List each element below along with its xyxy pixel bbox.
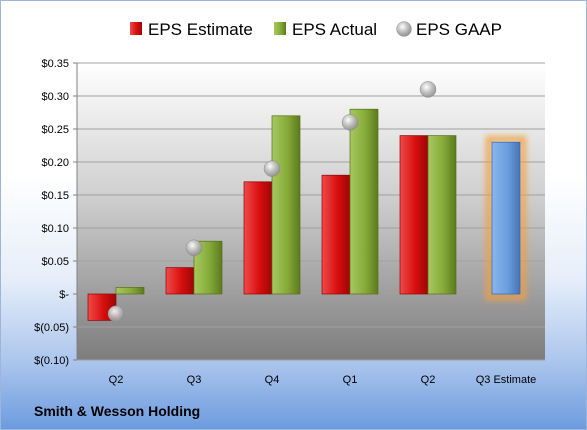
y-tick-label: $0.10 [41, 223, 69, 235]
eps-gaap-marker [263, 160, 281, 177]
gridlines [77, 62, 545, 361]
y-axis: $0.35 $0.30 $0.25 $0.20 $0.15 $0.10 $0.05 $- $(0… [34, 58, 78, 367]
legend-swatch-eps-actual [274, 22, 286, 35]
eps-estimate-bar [321, 174, 351, 295]
eps-gaap-marker [185, 239, 203, 257]
x-tick-label: Q4 [265, 374, 280, 386]
legend-marker-eps-gaap [396, 21, 412, 37]
eps-actual-bar [271, 115, 301, 295]
eps-q3-estimate-bar [491, 141, 521, 295]
eps-actual-bar [115, 287, 145, 295]
eps-estimate-bar [243, 181, 273, 295]
x-tick-label: Q2 [421, 374, 436, 386]
eps-actual-bar [427, 135, 457, 295]
y-tick-label: $0.30 [41, 91, 69, 103]
x-tick-label: Q1 [343, 374, 358, 386]
y-tick-label: $(0.05) [34, 322, 69, 334]
eps-estimate-bar [399, 135, 429, 295]
legend-item-eps-gaap: EPS GAAP [396, 20, 502, 39]
bars [87, 108, 527, 321]
eps-actual-bar [349, 108, 379, 295]
gaap-markers [107, 81, 437, 323]
x-tick-label: Q3 Estimate [476, 374, 537, 386]
y-tick-label: $- [59, 289, 69, 301]
eps-gaap-marker [419, 81, 437, 98]
plot-area [77, 63, 545, 360]
legend-label-eps-gaap: EPS GAAP [416, 20, 502, 39]
y-tick-label: $0.35 [41, 58, 69, 70]
y-tick-label: $0.25 [41, 124, 69, 136]
legend: EPS Estimate EPS Actual EPS GAAP [130, 20, 502, 39]
legend-label-eps-estimate: EPS Estimate [148, 20, 253, 39]
eps-gaap-marker [107, 305, 125, 323]
legend-label-eps-actual: EPS Actual [292, 20, 377, 39]
y-tick-label: $0.05 [41, 256, 69, 268]
legend-item-eps-estimate: EPS Estimate [130, 20, 253, 39]
y-tick-label: $(0.10) [34, 355, 69, 367]
company-name: Smith & Wesson Holding [34, 403, 201, 419]
y-tick-label: $0.15 [41, 190, 69, 202]
x-tick-label: Q3 [187, 374, 202, 386]
legend-swatch-eps-estimate [130, 22, 142, 35]
y-tick-label: $0.20 [41, 157, 69, 169]
legend-item-eps-actual: EPS Actual [274, 20, 377, 39]
x-tick-label: Q2 [109, 374, 124, 386]
estimate-highlight-glow [485, 135, 527, 301]
eps-gaap-marker [341, 114, 359, 131]
x-axis: Q2 Q3 Q4 Q1 Q2 Q3 Estimate [109, 374, 537, 386]
eps-estimate-bar [165, 267, 195, 295]
